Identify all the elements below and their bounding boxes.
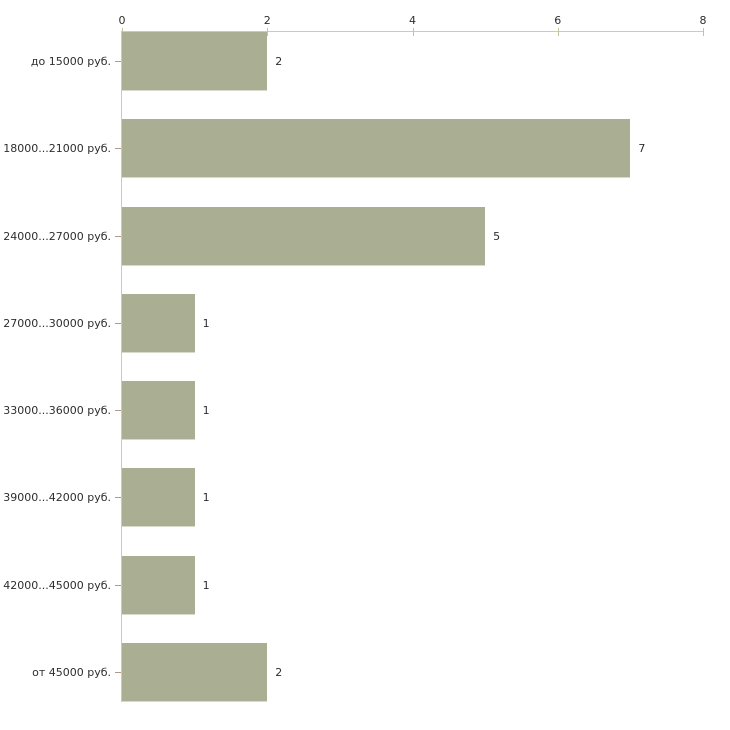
bar-row: 42000...45000 руб. 1	[3, 555, 703, 643]
category-label: 33000...36000 руб.	[3, 404, 111, 418]
bar	[122, 468, 195, 528]
x-tick-label: 2	[263, 14, 271, 27]
category-label: 24000...27000 руб.	[3, 229, 111, 243]
value-label: 1	[202, 578, 210, 592]
value-label: 1	[202, 491, 210, 505]
value-label: 2	[275, 55, 283, 68]
y-tick-mark	[115, 148, 121, 150]
bar	[122, 643, 268, 703]
category-label: 27000...30000 руб.	[3, 316, 111, 330]
y-tick-mark	[115, 410, 121, 412]
x-tick-label: 0	[118, 14, 126, 27]
value-label: 2	[275, 666, 283, 680]
bar-row: 18000...21000 руб. 7	[3, 119, 703, 206]
y-tick-mark	[115, 235, 121, 237]
y-tick-mark	[115, 322, 121, 324]
category-label: от 45000 руб.	[32, 666, 111, 680]
bar-row: 27000...30000 руб. 1	[3, 293, 703, 381]
plot-area: 0 2 4 6 8 до 15000 руб. 2 18000...21000 руб. 7 2…	[3, 14, 707, 703]
x-tick-label: 8	[699, 14, 707, 27]
x-tick-mark	[267, 28, 269, 36]
bar	[122, 555, 195, 615]
category-label: 18000...21000 руб.	[3, 142, 111, 156]
value-label: 7	[638, 142, 646, 156]
bar	[122, 119, 631, 179]
value-label: 1	[202, 316, 210, 330]
x-tick-mark	[412, 28, 414, 36]
bar	[122, 32, 268, 91]
x-tick-mark	[557, 28, 559, 36]
y-tick-mark	[115, 584, 121, 586]
x-tick-label: 6	[554, 14, 562, 27]
bar-row: до 15000 руб. 2	[31, 32, 703, 119]
category-label: до 15000 руб.	[30, 55, 111, 68]
bar-row: от 45000 руб. 2	[32, 643, 703, 730]
y-tick-mark	[115, 61, 121, 62]
bar	[122, 381, 195, 441]
bar-row: 24000...27000 руб. 5	[3, 206, 703, 294]
y-tick-mark	[115, 672, 121, 674]
bar-rows: до 15000 руб. 2 18000...21000 руб. 7 24000..…	[3, 32, 703, 730]
category-label: 39000...42000 руб.	[3, 491, 111, 505]
bar-row: 33000...36000 руб. 1	[3, 381, 703, 468]
x-tick-label: 4	[409, 14, 416, 27]
value-label: 5	[493, 229, 501, 243]
bar	[122, 293, 195, 353]
category-label: 42000...45000 руб.	[3, 578, 111, 592]
bar-row: 39000...42000 руб. 1	[3, 468, 703, 555]
y-tick-mark	[115, 497, 121, 499]
value-label: 1	[202, 404, 210, 418]
bar	[122, 206, 486, 266]
x-tick-mark	[703, 28, 704, 36]
